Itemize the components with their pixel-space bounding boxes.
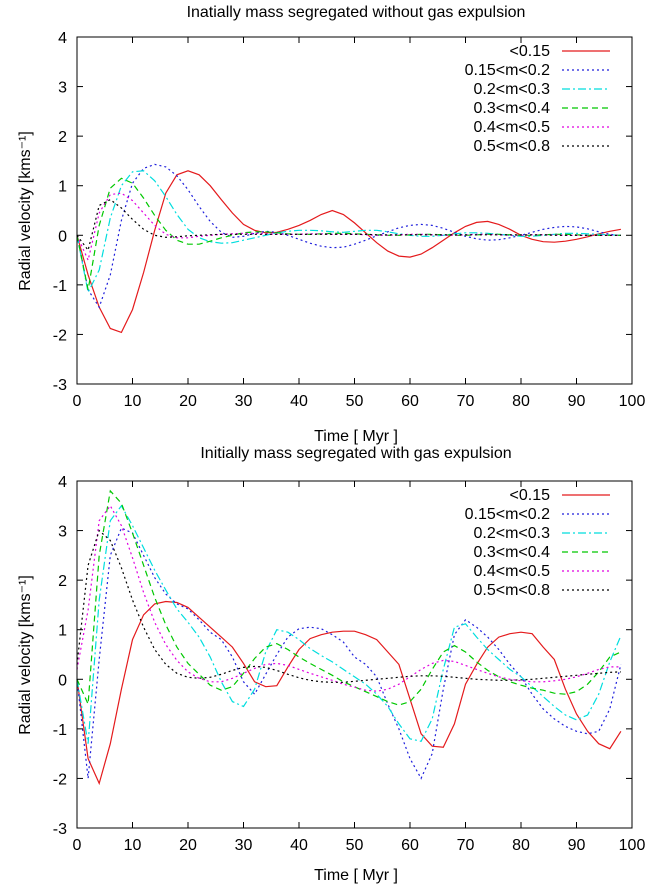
x-axis-label: Time [ Myr ] — [314, 867, 398, 884]
chart-panel-bottom: Initially mass segregated with gas expul… — [17, 445, 645, 884]
legend-label: 0.15<m<0.2 — [465, 506, 551, 523]
legend-label: 0.3<m<0.4 — [474, 544, 551, 561]
legend-label: 0.2<m<0.3 — [474, 525, 551, 542]
y-tick-label: 0 — [58, 228, 67, 245]
y-tick-label: 2 — [58, 573, 67, 590]
series-line-4 — [76, 177, 621, 290]
x-tick-label: 10 — [124, 837, 142, 854]
y-tick-label: 3 — [58, 80, 67, 97]
x-tick-label: 80 — [512, 393, 530, 410]
series-line-3 — [76, 170, 621, 295]
y-tick-label: 4 — [58, 474, 67, 491]
legend-label: <0.15 — [510, 43, 551, 60]
legend-label: 0.5<m<0.8 — [474, 138, 551, 155]
x-tick-label: 70 — [457, 393, 475, 410]
series-line-1 — [76, 170, 622, 334]
x-tick-label: 30 — [235, 393, 253, 410]
x-tick-label: 90 — [568, 837, 586, 854]
x-tick-label: 20 — [179, 393, 197, 410]
series-line-4 — [76, 489, 622, 706]
legend-label: 0.15<m<0.2 — [465, 62, 551, 79]
plot-area — [76, 489, 622, 786]
legend-label: 0.4<m<0.5 — [474, 119, 551, 136]
plot-area — [76, 163, 622, 334]
y-tick-label: -2 — [53, 771, 67, 788]
x-tick-label: 50 — [346, 837, 364, 854]
series-line-5 — [76, 192, 621, 262]
legend-label: 0.5<m<0.8 — [474, 582, 551, 599]
x-tick-label: 20 — [179, 837, 197, 854]
y-tick-label: -3 — [53, 377, 67, 394]
x-tick-label: 80 — [512, 837, 530, 854]
legend: <0.15 0.15<m<0.2 0.2<m<0.3 0.3<m<0.4 0.4<m<0… — [465, 487, 610, 599]
x-tick-label: 90 — [568, 393, 586, 410]
x-tick-label: 40 — [290, 837, 308, 854]
series-line-3 — [76, 504, 622, 744]
x-tick-label: 70 — [457, 837, 475, 854]
y-tick-label: 2 — [58, 129, 67, 146]
x-tick-label: 100 — [619, 837, 646, 854]
y-tick-label: 4 — [58, 30, 67, 47]
chart-panel-top: Inatially mass segregated without gas ex… — [17, 4, 645, 445]
y-tick-label: -2 — [53, 327, 67, 344]
legend-label: 0.3<m<0.4 — [474, 100, 551, 117]
x-tick-label: 10 — [124, 393, 142, 410]
x-axis-label: Time [ Myr ] — [314, 428, 398, 445]
y-axis-label: Radial velocity [kms⁻¹] — [17, 575, 34, 735]
series-line-1 — [76, 600, 622, 786]
y-tick-label: -1 — [53, 722, 67, 739]
x-tick-label: 0 — [73, 393, 82, 410]
series-line-6 — [76, 198, 621, 252]
x-tick-label: 100 — [619, 393, 646, 410]
x-tick-label: 0 — [73, 837, 82, 854]
legend-label: <0.15 — [510, 487, 551, 504]
x-tick-label: 60 — [401, 393, 419, 410]
legend: <0.15 0.15<m<0.2 0.2<m<0.3 0.3<m<0.4 0.4<m<0… — [465, 43, 610, 155]
legend-label: 0.2<m<0.3 — [474, 81, 551, 98]
y-tick-label: 1 — [58, 179, 67, 196]
chart-title: Initially mass segregated with gas expul… — [200, 445, 511, 462]
x-tick-label: 50 — [346, 393, 364, 410]
y-tick-label: 1 — [58, 623, 67, 640]
y-tick-label: 3 — [58, 524, 67, 541]
series-line-5 — [76, 504, 621, 692]
y-axis-label: Radial velocity [kms⁻¹] — [17, 131, 34, 291]
legend-label: 0.4<m<0.5 — [474, 563, 551, 580]
y-tick-label: -1 — [53, 278, 67, 295]
x-tick-label: 60 — [401, 837, 419, 854]
chart-title: Inatially mass segregated without gas ex… — [187, 4, 526, 21]
y-tick-label: 0 — [58, 672, 67, 689]
x-tick-label: 40 — [290, 393, 308, 410]
x-tick-label: 30 — [235, 837, 253, 854]
y-tick-label: -3 — [53, 821, 67, 838]
